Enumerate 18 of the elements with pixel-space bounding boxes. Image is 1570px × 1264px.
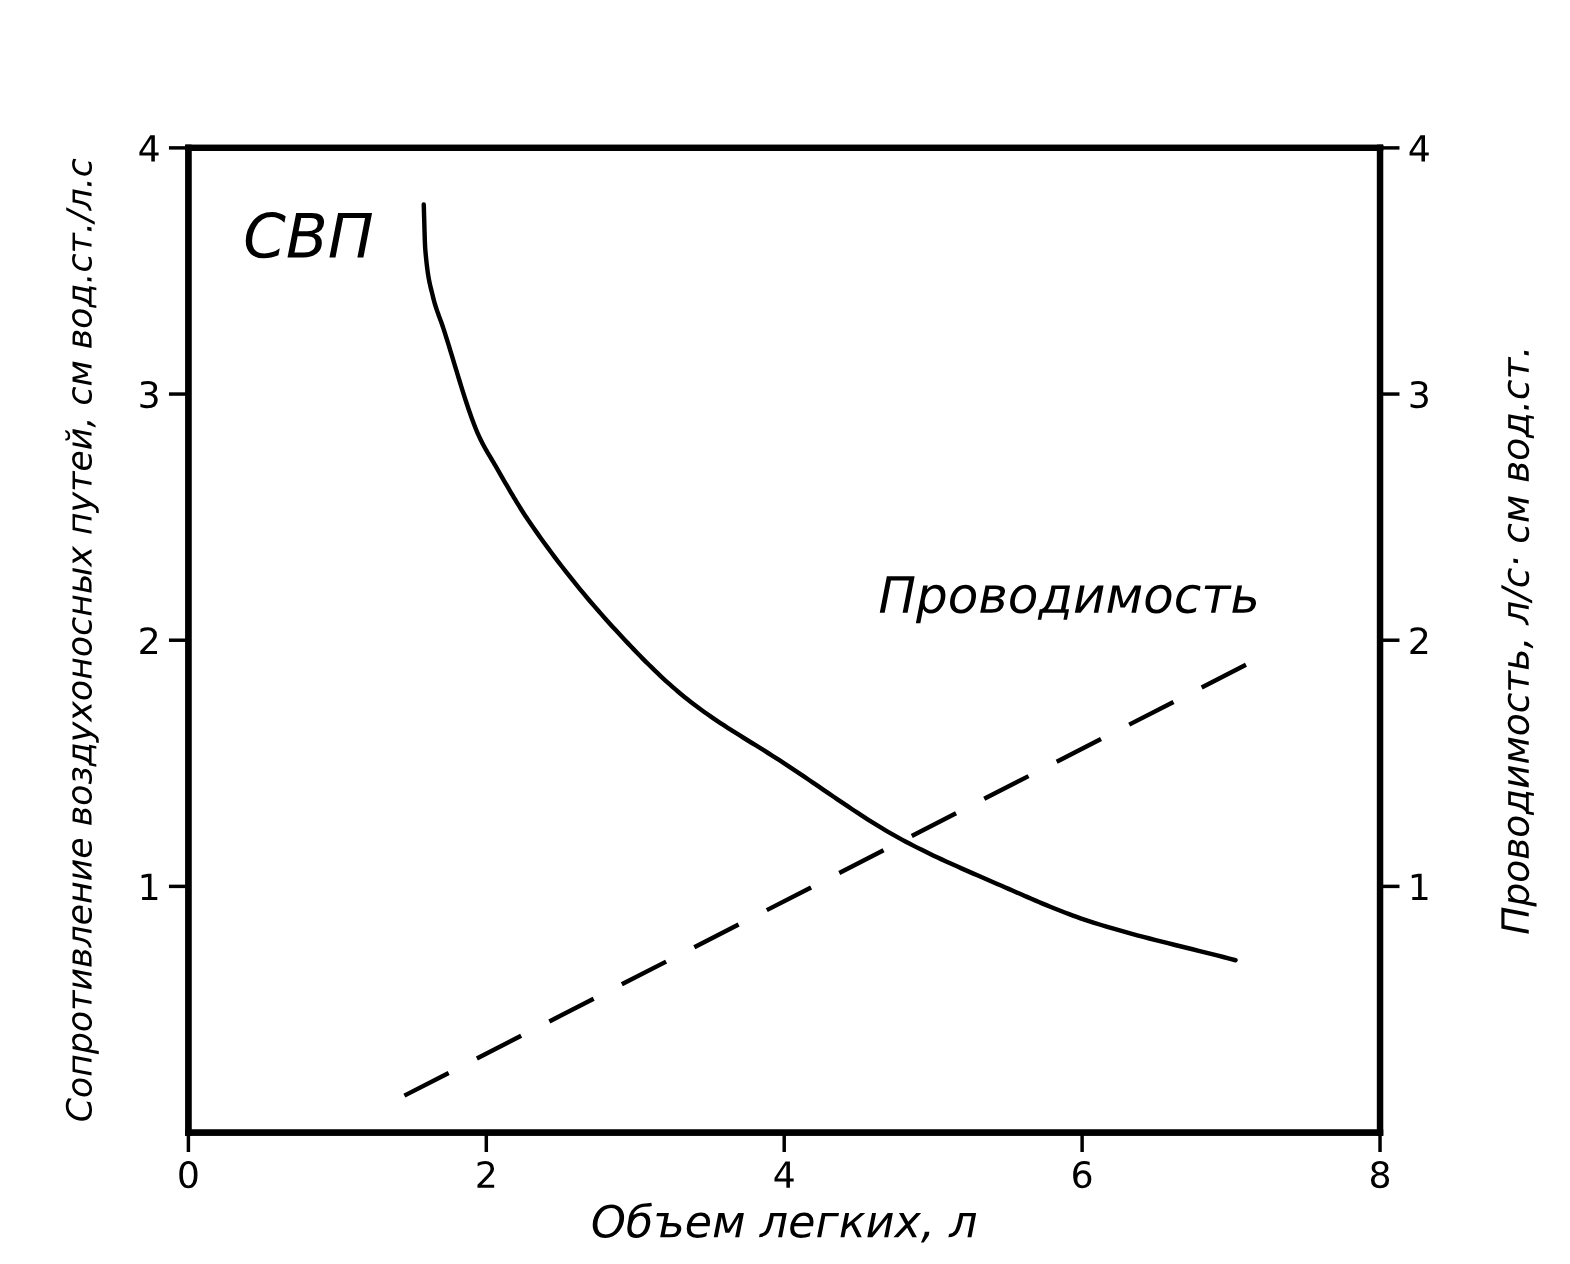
y-axis-title: Сопротивление воздухоносных путей, см вод.ст./л.с xyxy=(65,158,99,1121)
x-tick-label: 2 xyxy=(477,1160,495,1188)
y-tick-label: 3 xyxy=(140,380,158,409)
y2-tick-label: 2 xyxy=(1410,627,1428,654)
y2-tick-label: 4 xyxy=(1409,135,1429,162)
x-tick-label: 8 xyxy=(1370,1160,1390,1189)
x-tick-label: 4 xyxy=(774,1161,794,1188)
x-tick-label: 0 xyxy=(179,1160,198,1189)
x-axis-title: Объем легких, л xyxy=(592,1202,977,1243)
y2-tick-label: 1 xyxy=(1411,873,1428,901)
series-label: СВП xyxy=(245,212,373,259)
y2-axis-title: Проводимость, л/с· см вод.ст. xyxy=(1501,350,1537,934)
series-label: Проводимость xyxy=(879,576,1257,624)
x-tick-label: 6 xyxy=(1073,1160,1092,1189)
y-tick-label: 1 xyxy=(141,873,158,901)
y2-tick-label: 3 xyxy=(1410,380,1428,409)
y-tick-label: 4 xyxy=(139,135,159,162)
y-tick-label: 2 xyxy=(140,627,158,654)
